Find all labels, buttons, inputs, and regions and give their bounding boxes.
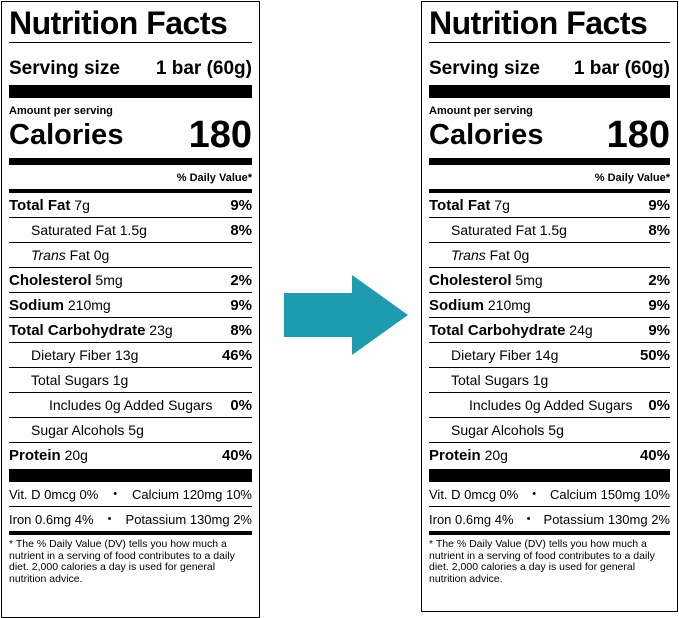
added-sugars-row: Includes 0g Added Sugars 0% <box>9 392 252 417</box>
calories-label: Calories <box>9 119 124 151</box>
total-fat-row: Total Fat 7g 9% <box>9 189 252 217</box>
vitamin-row-1: Vit. D 0mcg 0% • Calcium 120mg 10% <box>9 486 252 502</box>
nutrition-label-before: Nutrition Facts Serving size 1 bar (60g)… <box>1 1 260 618</box>
serving-size-value: 1 bar (60g) <box>155 58 252 79</box>
serving-size-value: 1 bar (60g) <box>573 58 670 79</box>
total-fat-row: Total Fat 7g 9% <box>429 189 670 217</box>
saturated-fat-row: Saturated Fat 1.5g 8% <box>9 217 252 242</box>
sugar-alcohols-row: Sugar Alcohols 5g <box>429 417 670 442</box>
calories-value: 180 <box>188 114 252 156</box>
calories-row: Calories 180 <box>429 114 670 156</box>
total-carbohydrate-row: Total Carbohydrate 24g 9% <box>429 317 670 342</box>
calcium: Calcium 150mg 10% <box>550 486 670 502</box>
calcium: Calcium 120mg 10% <box>132 486 252 502</box>
protein-row: Protein 20g 40% <box>9 442 252 467</box>
footnote: * The % Daily Value (DV) tells you how m… <box>9 531 252 585</box>
trans-fat-row: Trans Fat 0g <box>9 242 252 267</box>
sodium-row: Sodium 210mg 9% <box>9 292 252 317</box>
calories-label: Calories <box>429 119 544 151</box>
amount-per-serving: Amount per serving <box>429 105 533 117</box>
cholesterol-row: Cholesterol 5mg 2% <box>9 267 252 292</box>
total-carbohydrate-row: Total Carbohydrate 23g 8% <box>9 317 252 342</box>
amount-per-serving: Amount per serving <box>9 105 113 117</box>
total-sugars-row: Total Sugars 1g <box>429 367 670 392</box>
vitamin-d: Vit. D 0mcg 0% <box>9 486 99 502</box>
sodium-row: Sodium 210mg 9% <box>429 292 670 317</box>
right-arrow-icon <box>284 275 408 355</box>
vitamin-row-2: Iron 0.6mg 4% • Potassium 130mg 2% <box>429 506 670 531</box>
footnote: * The % Daily Value (DV) tells you how m… <box>429 531 670 585</box>
vitamin-row-1: Vit. D 0mcg 0% • Calcium 150mg 10% <box>429 486 670 502</box>
potassium: Potassium 130mg 2% <box>125 511 252 527</box>
nutrition-label-after: Nutrition Facts Serving size 1 bar (60g)… <box>421 1 678 612</box>
vitamin-d: Vit. D 0mcg 0% <box>429 486 519 502</box>
trans-fat-row: Trans Fat 0g <box>429 242 670 267</box>
iron: Iron 0.6mg 4% <box>429 511 514 527</box>
calories-row: Calories 180 <box>9 114 252 156</box>
calories-value: 180 <box>606 114 670 156</box>
serving-size-label: Serving size <box>429 58 540 79</box>
iron: Iron 0.6mg 4% <box>9 511 94 527</box>
nutrition-facts-title: Nutrition Facts <box>429 5 648 41</box>
protein-row: Protein 20g 40% <box>429 442 670 467</box>
total-sugars-row: Total Sugars 1g <box>9 367 252 392</box>
vitamin-row-2: Iron 0.6mg 4% • Potassium 130mg 2% <box>9 506 252 531</box>
added-sugars-row: Includes 0g Added Sugars 0% <box>429 392 670 417</box>
serving-size-label: Serving size <box>9 58 120 79</box>
dietary-fiber-row: Dietary Fiber 13g 46% <box>9 342 252 367</box>
dietary-fiber-row: Dietary Fiber 14g 50% <box>429 342 670 367</box>
sugar-alcohols-row: Sugar Alcohols 5g <box>9 417 252 442</box>
potassium: Potassium 130mg 2% <box>543 511 670 527</box>
serving-size-row: Serving size 1 bar (60g) <box>429 57 670 85</box>
nutrition-facts-title: Nutrition Facts <box>9 5 228 41</box>
serving-size-row: Serving size 1 bar (60g) <box>9 57 252 85</box>
saturated-fat-row: Saturated Fat 1.5g 8% <box>429 217 670 242</box>
daily-value-header: % Daily Value* <box>594 172 670 184</box>
daily-value-header: % Daily Value* <box>176 172 252 184</box>
cholesterol-row: Cholesterol 5mg 2% <box>429 267 670 292</box>
